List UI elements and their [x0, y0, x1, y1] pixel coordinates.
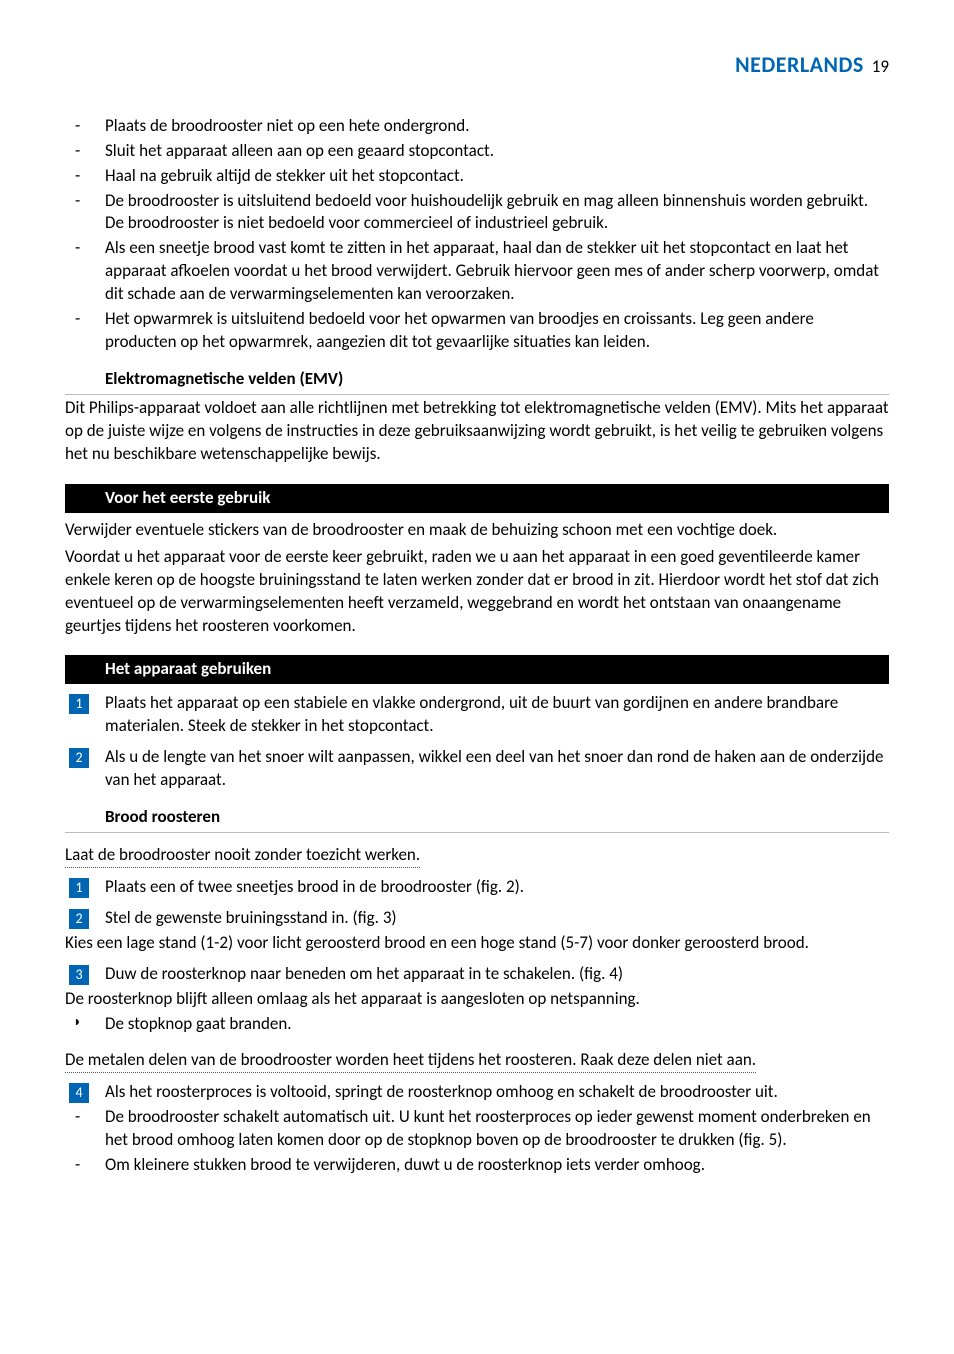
list-item: Sluit het apparaat alleen aan op een gea… — [65, 140, 889, 163]
step-number-icon: 2 — [69, 909, 89, 929]
toasting-step-3: 3 Duw de roosterknop naar beneden om het… — [65, 963, 889, 986]
step-number-icon: 3 — [69, 965, 89, 985]
toasting-warning-2: De metalen delen van de broodrooster wor… — [65, 1046, 889, 1073]
step-number-icon: 4 — [69, 1083, 89, 1103]
list-item: De broodrooster schakelt automatisch uit… — [65, 1106, 889, 1152]
section-bar-first-use: Voor het eerste gebruik — [65, 484, 889, 513]
toasting-step-2-body: Kies een lage stand (1-2) voor licht ger… — [65, 932, 889, 955]
arrow-text: De stopknop gaat branden. — [105, 1013, 292, 1034]
toasting-step-2: 2 Stel de gewenste bruiningsstand in. (f… — [65, 907, 889, 930]
warning-text: De metalen delen van de broodrooster wor… — [65, 1049, 756, 1073]
step-text: Als u de lengte van het snoer wilt aanpa… — [105, 746, 884, 790]
step-text: Duw de roosterknop naar beneden om het a… — [105, 963, 623, 984]
step-number-icon: 1 — [69, 694, 89, 714]
toasting-warning-1: Laat de broodrooster nooit zonder toezic… — [65, 841, 889, 868]
section-bar-using: Het apparaat gebruiken — [65, 655, 889, 684]
toasting-heading: Brood roosteren — [65, 806, 889, 833]
intro-bullet-list: Plaats de broodrooster niet op een hete … — [65, 115, 889, 354]
step-text: Als het roosterproces is voltooid, sprin… — [105, 1081, 778, 1102]
first-use-p1: Verwijder eventuele stickers van de broo… — [65, 519, 889, 542]
list-item: Haal na gebruik altijd de stekker uit he… — [65, 165, 889, 188]
using-step-1: 1 Plaats het apparaat op een stabiele en… — [65, 692, 889, 738]
first-use-p2: Voordat u het apparaat voor de eerste ke… — [65, 546, 889, 638]
emv-heading: Elektromagnetische velden (EMV) — [65, 368, 889, 395]
page-header: NEDERLANDS 19 — [65, 50, 889, 80]
header-page-number: 19 — [872, 56, 889, 77]
toasting-step-4-list: De broodrooster schakelt automatisch uit… — [65, 1106, 889, 1177]
toasting-step-3-arrow: De stopknop gaat branden. — [65, 1013, 889, 1036]
toasting-step-1: 1 Plaats een of twee sneetjes brood in d… — [65, 876, 889, 899]
toasting-step-4: 4 Als het roosterproces is voltooid, spr… — [65, 1081, 889, 1104]
warning-text: Laat de broodrooster nooit zonder toezic… — [65, 844, 420, 868]
step-text: Plaats een of twee sneetjes brood in de … — [105, 876, 524, 897]
toasting-step-3-body: De roosterknop blijft alleen omlaag als … — [65, 988, 889, 1011]
list-item: Om kleinere stukken brood te verwijderen… — [65, 1154, 889, 1177]
list-item: De broodrooster is uitsluitend bedoeld v… — [65, 190, 889, 236]
list-item: Plaats de broodrooster niet op een hete … — [65, 115, 889, 138]
header-language: NEDERLANDS — [735, 51, 864, 78]
step-number-icon: 2 — [69, 748, 89, 768]
step-number-icon: 1 — [69, 878, 89, 898]
emv-body: Dit Philips-apparaat voldoet aan alle ri… — [65, 397, 889, 466]
list-item: Als een sneetje brood vast komt te zitte… — [65, 237, 889, 306]
list-item: Het opwarmrek is uitsluitend bedoeld voo… — [65, 308, 889, 354]
using-step-2: 2 Als u de lengte van het snoer wilt aan… — [65, 746, 889, 792]
step-text: Stel de gewenste bruiningsstand in. (fig… — [105, 907, 397, 928]
step-text: Plaats het apparaat op een stabiele en v… — [105, 692, 838, 736]
